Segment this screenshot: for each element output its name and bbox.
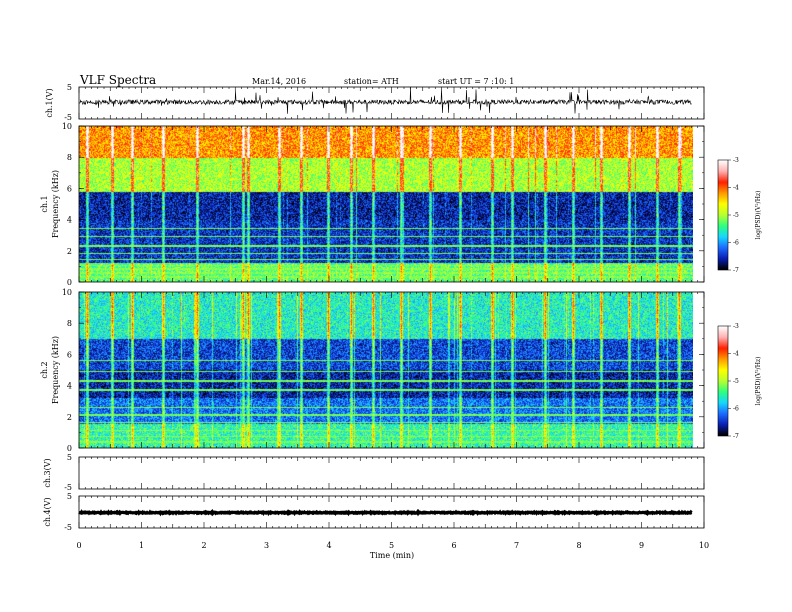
- time-axis-ticklabels: 0 1 2 3 4 5 6 7 8 9 10: [76, 541, 709, 550]
- ch1-colorbar-label: log(PSD)(V²/Hz): [755, 191, 762, 240]
- ch2-spectrogram-panel: 0 2 4 6 8 10 ch.2 Frequency (kHz): [40, 288, 705, 453]
- ch1-spectrogram-image: [79, 126, 693, 282]
- ch2-colorbar-ticks: -3 -4 -5 -6 -7: [728, 323, 739, 440]
- colorbar-tick-label: -3: [733, 157, 739, 164]
- freq-tick-label: 2: [67, 247, 72, 256]
- ch2-colorbar-gradient: [718, 326, 728, 436]
- ch2-colorbar-label: log(PSD)(V²/Hz): [755, 357, 762, 406]
- ch4-waveform-xticks: [78, 496, 705, 528]
- ch1-waveform-ylabel: ch.1(V): [45, 88, 54, 117]
- ch1-ytick-top: 5: [67, 83, 72, 92]
- ch4-waveform-ylabel: ch.4(V): [43, 497, 52, 526]
- time-tick-label: 5: [389, 541, 394, 550]
- ch4-ytick-bottom: -5: [64, 523, 72, 532]
- freq-tick-label: 2: [67, 413, 72, 422]
- freq-tick-label: 8: [67, 319, 72, 328]
- ch2-spectrogram-xticks: [78, 292, 705, 448]
- colorbar-tick-label: -4: [733, 351, 739, 358]
- time-tick-label: 6: [451, 541, 456, 550]
- ch2-channel-label: ch.2: [40, 361, 49, 378]
- ch1-waveform-panel: 5 -5 ch.1(V): [45, 83, 705, 122]
- colorbar-tick-label: -6: [733, 406, 739, 413]
- freq-tick-label: 10: [62, 122, 72, 131]
- time-tick-label: 9: [639, 541, 644, 550]
- colorbar-tick-label: -5: [733, 378, 739, 385]
- ch3-waveform-xticks: [78, 457, 705, 489]
- time-tick-label: 8: [576, 541, 581, 550]
- freq-tick-label: 0: [67, 444, 72, 453]
- ch1-spectrogram-xticks: [78, 126, 705, 282]
- ch1-waveform-xticks: [78, 87, 705, 119]
- freq-tick-label: 6: [67, 350, 72, 359]
- freq-tick-label: 4: [67, 382, 72, 391]
- ch3-ytick-top: 5: [67, 453, 72, 462]
- time-tick-label: 4: [326, 541, 331, 550]
- ch3-waveform-ylabel: ch.3(V): [43, 458, 52, 487]
- time-tick-label: 0: [76, 541, 81, 550]
- colorbar-tick-label: -7: [733, 267, 739, 274]
- colorbar-tick-label: -7: [733, 433, 739, 440]
- ch3-waveform-panel: 5 -5 ch.3(V): [43, 453, 705, 492]
- time-tick-label: 7: [514, 541, 519, 550]
- ch1-channel-label: ch.1: [40, 195, 49, 212]
- ch2-colorbar: -3 -4 -5 -6 -7 log(PSD)(V²/Hz): [717, 323, 762, 440]
- ch1-colorbar: -3 -4 -5 -6 -7 log(PSD)(V²/Hz): [717, 157, 762, 274]
- ch1-colorbar-ticks: -3 -4 -5 -6 -7: [728, 157, 739, 274]
- time-axis-label: Time (min): [370, 551, 414, 560]
- ch1-waveform-line: [78, 87, 692, 114]
- time-tick-label: 1: [139, 541, 144, 550]
- colorbar-tick-label: -6: [733, 240, 739, 247]
- start-ut-label: start UT = 7 :10: 1: [438, 77, 514, 86]
- freq-tick-label: 4: [67, 216, 72, 225]
- colorbar-tick-label: -4: [733, 185, 739, 192]
- colorbar-tick-label: -3: [733, 323, 739, 330]
- time-tick-label: 2: [201, 541, 206, 550]
- colorbar-tick-label: -5: [733, 212, 739, 219]
- ch1-colorbar-gradient: [718, 160, 728, 270]
- freq-tick-label: 8: [67, 153, 72, 162]
- ch1-spectrogram-panel: 0 2 4 6 8 10 ch.1 Frequency (kHz): [40, 122, 705, 287]
- freq-tick-label: 0: [67, 278, 72, 287]
- ch4-waveform-line: [78, 508, 693, 517]
- ch2-spectrogram-image: [79, 292, 693, 448]
- ch2-freq-ticks: 0 2 4 6 8 10: [62, 288, 704, 453]
- ch3-ytick-bottom: -5: [64, 483, 72, 492]
- time-tick-label: 3: [264, 541, 269, 550]
- ch4-ytick-top: 5: [67, 492, 72, 501]
- station-label: station= ATH: [344, 77, 399, 86]
- time-tick-label: 10: [699, 541, 709, 550]
- date-label: Mar.14, 2016: [252, 77, 306, 86]
- ch1-freq-ylabel: Frequency (kHz): [51, 170, 60, 238]
- ch1-ytick-bottom: -5: [64, 113, 72, 122]
- freq-tick-label: 6: [67, 184, 72, 193]
- freq-tick-label: 10: [62, 288, 72, 297]
- figure-title: VLF Spectra: [79, 73, 156, 87]
- ch2-freq-ylabel: Frequency (kHz): [51, 336, 60, 404]
- ch4-waveform-panel: 5 -5 ch.4(V): [43, 492, 705, 532]
- ch1-freq-ticks: 0 2 4 6 8 10: [62, 122, 704, 287]
